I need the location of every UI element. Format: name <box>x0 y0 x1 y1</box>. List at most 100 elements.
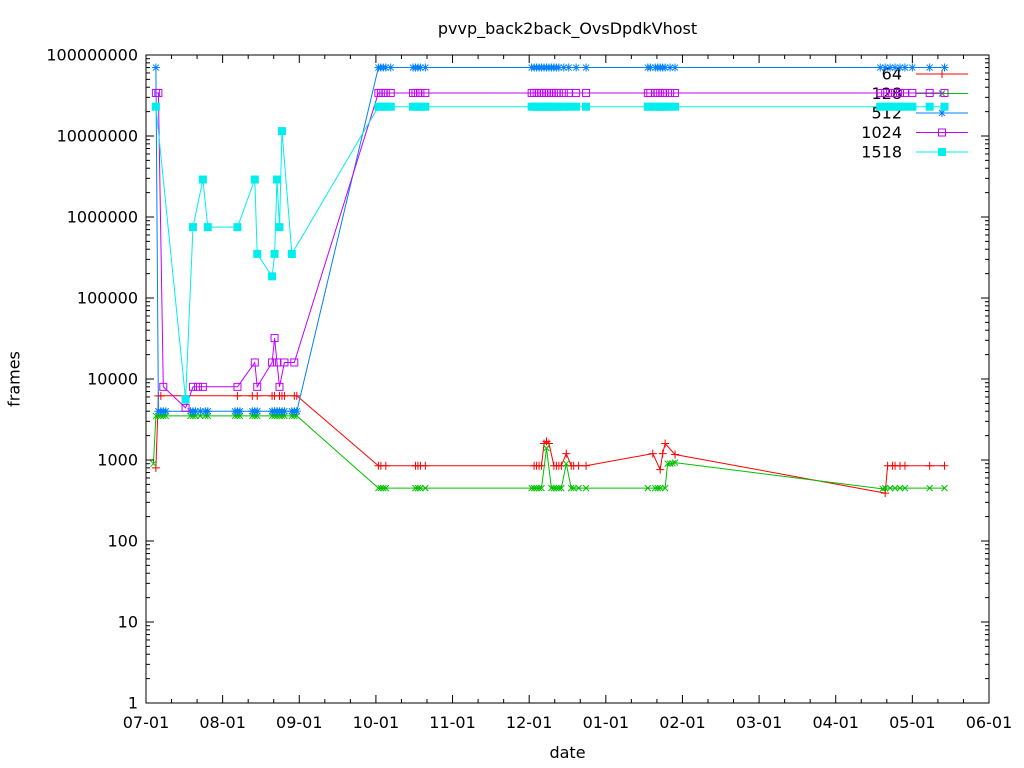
marker-asterisk <box>203 407 212 416</box>
marker-square-filled <box>891 102 900 111</box>
marker-square-filled <box>250 175 259 184</box>
marker-square-filled <box>181 395 190 404</box>
marker-square-open <box>159 382 168 391</box>
marker-plus <box>671 450 680 459</box>
marker-asterisk <box>925 63 934 72</box>
marker-cross <box>379 484 387 492</box>
marker-cross <box>417 484 424 492</box>
marker-cross <box>543 444 550 452</box>
marker-square-filled <box>198 175 207 184</box>
marker-square-filled <box>881 102 890 111</box>
marker-cross <box>150 460 157 468</box>
marker-cross <box>535 484 543 492</box>
marker-cross <box>555 484 563 492</box>
series-512-line <box>155 67 945 412</box>
legend-label: 1024 <box>861 123 902 142</box>
marker-square-open <box>572 88 581 97</box>
marker-square-filled <box>277 127 286 136</box>
marker-square-filled <box>564 102 573 111</box>
marker-square-open <box>661 88 670 97</box>
marker-square-filled <box>666 102 675 111</box>
marker-plus <box>940 461 949 470</box>
marker-plus <box>925 461 934 470</box>
marker-square-filled <box>646 102 655 111</box>
y-tick-label: 1000000 <box>67 208 138 227</box>
marker-asterisk <box>280 407 289 416</box>
marker-cross <box>557 484 565 492</box>
marker-plus <box>574 461 583 470</box>
marker-asterisk <box>386 63 395 72</box>
marker-cross <box>533 484 540 492</box>
marker-square-filled <box>151 102 160 111</box>
marker-square-filled <box>559 102 568 111</box>
marker-plus <box>938 70 946 78</box>
marker-asterisk <box>559 63 568 72</box>
marker-square-open <box>940 88 949 97</box>
marker-asterisk <box>876 63 885 72</box>
marker-plus <box>658 449 667 458</box>
marker-cross <box>896 484 904 492</box>
marker-asterisk <box>191 407 200 416</box>
marker-cross <box>528 484 536 492</box>
marker-square-filled <box>386 102 395 111</box>
marker-asterisk <box>908 63 917 72</box>
marker-cross <box>671 459 679 466</box>
y-tick-label: 10000 <box>87 370 138 389</box>
marker-plus <box>151 463 160 472</box>
marker-square-filled <box>938 148 946 156</box>
marker-square-filled <box>876 102 885 111</box>
marker-plus <box>881 489 890 498</box>
marker-cross <box>901 484 909 492</box>
marker-square-filled <box>188 223 197 232</box>
marker-asterisk <box>416 63 425 72</box>
marker-square-filled <box>287 249 296 258</box>
marker-plus <box>381 461 390 470</box>
marker-asterisk <box>900 63 909 72</box>
marker-square-filled <box>273 175 282 184</box>
marker-square-filled <box>671 102 680 111</box>
marker-cross <box>538 484 545 492</box>
marker-asterisk <box>161 407 170 416</box>
series-128-line <box>152 415 945 490</box>
marker-square-filled <box>582 102 591 111</box>
marker-cross <box>879 485 887 493</box>
marker-square-open <box>908 88 917 97</box>
marker-square-filled <box>572 102 581 111</box>
x-tick-label: 07-01 <box>123 713 170 732</box>
marker-asterisk <box>572 63 581 72</box>
marker-square-filled <box>886 102 895 111</box>
marker-plus <box>292 391 301 400</box>
marker-plus <box>562 449 571 458</box>
marker-square-open <box>891 88 900 97</box>
x-tick-label: 09-01 <box>276 713 323 732</box>
marker-square-open <box>938 128 946 137</box>
marker-square-filled <box>203 223 212 232</box>
x-axis-title: date <box>549 743 586 762</box>
marker-plus <box>233 391 242 400</box>
marker-plus <box>900 461 909 470</box>
y-tick-label: 100000000 <box>46 46 138 65</box>
marker-square-filled <box>908 102 917 111</box>
marker-square-open <box>925 88 934 97</box>
marker-asterisk <box>938 109 946 117</box>
x-tick-label: 08-01 <box>199 713 246 732</box>
marker-cross <box>382 484 390 492</box>
y-tick-label: 1 <box>128 694 138 713</box>
x-tick-label: 05-01 <box>889 713 936 732</box>
marker-square-filled <box>253 249 262 258</box>
marker-square-open <box>181 403 190 412</box>
marker-cross <box>548 484 555 492</box>
marker-asterisk <box>886 63 895 72</box>
marker-plus <box>421 461 430 470</box>
marker-square-open <box>233 382 242 391</box>
marker-cross <box>886 484 894 492</box>
marker-cross <box>553 484 560 492</box>
marker-cross <box>651 484 659 492</box>
y-tick-label: 100000 <box>77 289 138 308</box>
marker-cross <box>926 484 934 492</box>
marker-square-open <box>554 88 563 97</box>
marker-cross <box>562 460 570 468</box>
marker-asterisk <box>151 63 160 72</box>
marker-cross <box>570 484 578 492</box>
